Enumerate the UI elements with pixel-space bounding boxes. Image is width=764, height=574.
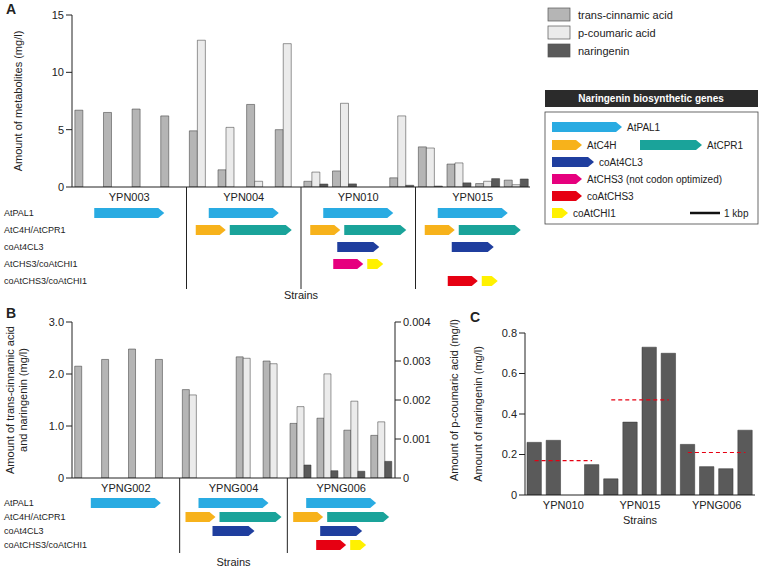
svg-text:YPN015: YPN015 — [620, 499, 661, 511]
svg-text:B: B — [8, 305, 16, 321]
svg-text:AtPAL1: AtPAL1 — [627, 122, 661, 133]
svg-text:0.4: 0.4 — [502, 408, 517, 420]
svg-text:YPN010: YPN010 — [338, 191, 379, 203]
svg-text:YPN010: YPN010 — [543, 499, 584, 511]
svg-text:naringenin: naringenin — [578, 45, 629, 57]
svg-text:YPN015: YPN015 — [452, 191, 493, 203]
svg-text:C: C — [470, 309, 480, 325]
svg-text:0.003: 0.003 — [403, 355, 431, 367]
svg-text:Strains: Strains — [284, 289, 319, 301]
svg-text:AtPAL1: AtPAL1 — [8, 208, 34, 218]
svg-text:coAtCHS3/coAtCHI1: coAtCHS3/coAtCHI1 — [8, 276, 87, 286]
svg-text:AtC4H/AtCPR1: AtC4H/AtCPR1 — [8, 225, 66, 235]
svg-text:AtCHS3 (not codon optimized): AtCHS3 (not codon optimized) — [587, 174, 722, 185]
svg-text:coAt4CL3: coAt4CL3 — [8, 526, 44, 536]
svg-text:0.8: 0.8 — [502, 327, 517, 339]
svg-text:Amount of p-coumaric acid (mg/: Amount of p-coumaric acid (mg/l) — [448, 319, 460, 481]
svg-text:Amount of naringenin (mg/l): Amount of naringenin (mg/l) — [472, 346, 484, 482]
svg-text:and naringenin (mg/l): and naringenin (mg/l) — [17, 348, 29, 452]
svg-text:0.004: 0.004 — [403, 316, 431, 328]
svg-text:coAt4CL3: coAt4CL3 — [599, 157, 643, 168]
svg-text:Amount of metabolites (mg/l): Amount of metabolites (mg/l) — [12, 31, 24, 172]
svg-text:1 kbp: 1 kbp — [724, 208, 749, 219]
svg-text:Strains: Strains — [623, 514, 658, 526]
svg-text:coAt4CL3: coAt4CL3 — [8, 242, 44, 252]
svg-text:1.0: 1.0 — [49, 420, 64, 432]
svg-text:0: 0 — [58, 472, 64, 484]
svg-text:Naringenin biosynthetic genes: Naringenin biosynthetic genes — [578, 93, 724, 104]
svg-text:5: 5 — [58, 124, 64, 136]
svg-text:YPNG006: YPNG006 — [316, 482, 366, 494]
svg-text:0: 0 — [511, 489, 517, 501]
svg-text:YPN004: YPN004 — [223, 191, 264, 203]
svg-text:Amount of trans-cinnamic acid: Amount of trans-cinnamic acid — [8, 326, 16, 474]
svg-text:15: 15 — [52, 9, 64, 21]
svg-text:YPNG004: YPNG004 — [209, 482, 259, 494]
svg-text:YPN003: YPN003 — [109, 191, 150, 203]
svg-text:0.2: 0.2 — [502, 448, 517, 460]
svg-text:coAtCHS3: coAtCHS3 — [587, 191, 634, 202]
svg-text:coAtCHS3/coAtCHI1: coAtCHS3/coAtCHI1 — [8, 540, 87, 550]
svg-text:coAtCHI1: coAtCHI1 — [573, 208, 616, 219]
svg-text:AtCHS3/coAtCHI1: AtCHS3/coAtCHI1 — [8, 259, 78, 269]
svg-text:0.001: 0.001 — [403, 433, 431, 445]
svg-text:YPNG002: YPNG002 — [101, 482, 151, 494]
svg-text:trans-cinnamic acid: trans-cinnamic acid — [578, 9, 673, 21]
svg-text:p-coumaric acid: p-coumaric acid — [578, 27, 656, 39]
svg-text:AtC4H: AtC4H — [587, 140, 616, 151]
svg-text:AtPAL1: AtPAL1 — [8, 498, 34, 508]
svg-text:AtC4H/AtCPR1: AtC4H/AtCPR1 — [8, 512, 66, 522]
svg-text:2.0: 2.0 — [49, 368, 64, 380]
svg-text:AtCPR1: AtCPR1 — [707, 140, 744, 151]
svg-text:0: 0 — [58, 181, 64, 193]
svg-text:0: 0 — [403, 472, 409, 484]
svg-text:0.002: 0.002 — [403, 394, 431, 406]
svg-text:10: 10 — [52, 66, 64, 78]
svg-text:0.6: 0.6 — [502, 367, 517, 379]
svg-text:3.0: 3.0 — [49, 316, 64, 328]
svg-text:A: A — [8, 1, 16, 17]
svg-text:Strains: Strains — [216, 556, 251, 568]
svg-text:YPNG006: YPNG006 — [692, 499, 742, 511]
